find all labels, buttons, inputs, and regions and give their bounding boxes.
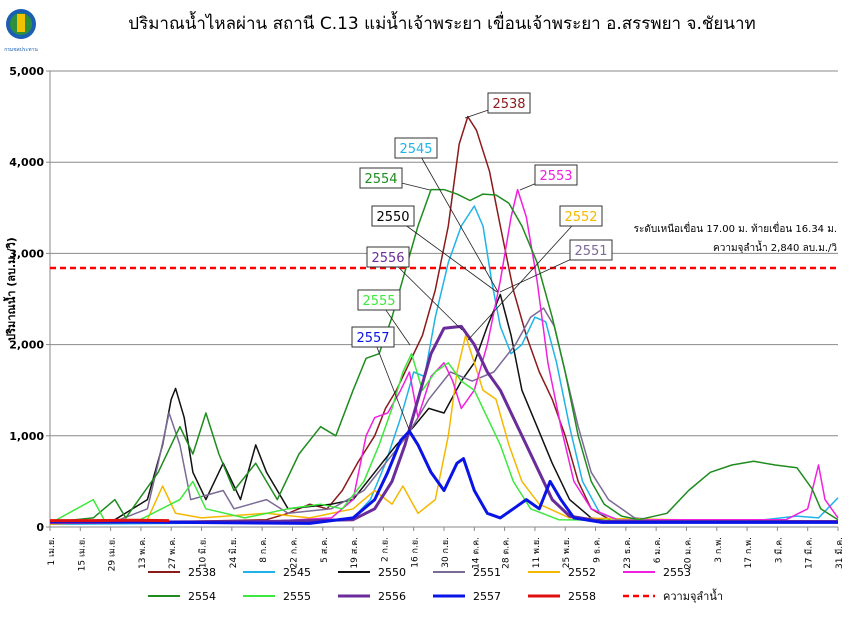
x-tick-label: 10 มิ.ย. bbox=[198, 537, 209, 568]
logo-emblem-icon: กรมชลประทาน bbox=[4, 9, 38, 53]
y-tick-label: 5,000 bbox=[9, 65, 44, 78]
x-tick-label: 17 มี.ค. bbox=[804, 537, 815, 569]
water-level-text: ระดับเหนือเขื่อน 17.00 ม. ท้ายเขื่อน 16.… bbox=[633, 224, 837, 235]
x-tick-label: 15 เม.ย. bbox=[77, 537, 87, 571]
x-tick-label: 9 ธ.ค. bbox=[593, 537, 603, 563]
legend-label: 2558 bbox=[568, 590, 596, 603]
royal-irrigation-department-logo: กรมชลประทาน bbox=[4, 4, 38, 56]
x-tick-label: 8 ก.ค. bbox=[259, 537, 269, 563]
callout-label-2554: 2554 bbox=[364, 172, 397, 187]
legend-label: 2552 bbox=[568, 566, 596, 579]
x-tick-label: 24 มิ.ย. bbox=[228, 537, 239, 568]
legend-label: 2551 bbox=[473, 566, 501, 579]
series-line-2552 bbox=[49, 334, 839, 526]
x-tick-label: 13 พ.ค. bbox=[138, 537, 148, 569]
y-tick-label: 4,000 bbox=[9, 156, 44, 169]
series-line-2556 bbox=[49, 324, 838, 524]
callout-box-2556 bbox=[366, 246, 410, 268]
callout-leader-2556 bbox=[387, 256, 463, 331]
x-tick-label: 28 ต.ค. bbox=[502, 537, 512, 569]
callout-box-2555 bbox=[357, 289, 401, 311]
series-line-2555 bbox=[49, 352, 839, 525]
callout-label-2552: 2552 bbox=[564, 210, 597, 225]
x-tick-label: 2 ก.ย. bbox=[380, 537, 390, 562]
y-tick-label: 1,000 bbox=[9, 430, 44, 443]
x-tick-label: 3 มี.ค. bbox=[773, 537, 784, 563]
callout-label-2555: 2555 bbox=[362, 294, 395, 309]
callout-leader-2552 bbox=[467, 215, 582, 341]
callout-leader-2545 bbox=[415, 147, 499, 293]
callout-leader-2557 bbox=[372, 336, 411, 433]
legend-label: 2554 bbox=[188, 590, 216, 603]
capacity-annotation: ระดับเหนือเขื่อน 17.00 ม. ท้ายเขื่อน 16.… bbox=[612, 220, 837, 258]
y-tick-label: 2,000 bbox=[9, 339, 44, 352]
x-tick-label: 19 ส.ค. bbox=[350, 537, 360, 569]
chart-title: ปริมาณน้ำไหลผ่าน สถานี C.13 แม่น้ำเจ้าพร… bbox=[128, 14, 756, 34]
x-tick-label: 1 เม.ย. bbox=[47, 537, 57, 566]
legend-label: 2556 bbox=[378, 590, 406, 603]
callout-box-2545 bbox=[394, 137, 438, 159]
callout-box-2553 bbox=[534, 164, 578, 186]
series-line-2538 bbox=[49, 115, 838, 524]
y-tick-label: 0 bbox=[36, 521, 44, 534]
callout-label-2557: 2557 bbox=[356, 331, 389, 346]
x-tick-label: 17 ก.พ. bbox=[744, 537, 754, 568]
callout-leader-2550 bbox=[392, 215, 498, 293]
callout-label-2553: 2553 bbox=[539, 169, 572, 184]
legend-label: 2557 bbox=[473, 590, 501, 603]
x-tick-label: 14 ต.ค. bbox=[471, 537, 481, 569]
callout-box-2538 bbox=[487, 92, 531, 114]
callout-label-2551: 2551 bbox=[574, 244, 607, 259]
callout-box-2552 bbox=[559, 205, 603, 227]
legend-label: 2555 bbox=[283, 590, 311, 603]
legend-label: 2538 bbox=[188, 566, 216, 579]
x-tick-label: 23 ธ.ค. bbox=[623, 537, 633, 569]
x-tick-label: 3 ก.พ. bbox=[714, 537, 724, 563]
x-tick-label: 20 ม.ค. bbox=[683, 537, 693, 569]
capacity-text: ความจุลำน้ำ 2,840 ลบ.ม./วิ bbox=[713, 243, 837, 254]
x-tick-label: 11 พ.ย. bbox=[532, 537, 542, 568]
series-line-2557 bbox=[49, 429, 838, 525]
x-tick-label: 6 ม.ค. bbox=[653, 537, 663, 563]
callout-box-2554 bbox=[359, 167, 403, 189]
x-tick-label: 30 ก.ย. bbox=[441, 537, 451, 568]
callout-box-2550 bbox=[371, 205, 415, 227]
x-tick-label: 16 ก.ย. bbox=[411, 537, 421, 568]
legend-label: 2550 bbox=[378, 566, 406, 579]
legend-label: ความจุลำน้ำ bbox=[663, 588, 723, 603]
x-tick-label: 29 เม.ย. bbox=[108, 537, 118, 571]
legend-label: 2553 bbox=[663, 566, 691, 579]
legend-label: 2545 bbox=[283, 566, 311, 579]
series-line-2554 bbox=[49, 188, 839, 524]
x-tick-label: 25 พ.ย. bbox=[562, 537, 572, 568]
callout-label-2556: 2556 bbox=[371, 251, 404, 266]
y-tick-label: 3,000 bbox=[9, 247, 44, 260]
callout-box-2557 bbox=[351, 326, 395, 348]
callout-box-2551 bbox=[569, 239, 613, 261]
series-line-2553 bbox=[49, 188, 839, 525]
svg-text:กรมชลประทาน: กรมชลประทาน bbox=[4, 47, 38, 53]
x-tick-label: 27 พ.ค. bbox=[168, 537, 178, 569]
x-tick-label: 22 ก.ค. bbox=[289, 537, 299, 569]
x-tick-label: 31 มี.ค. bbox=[834, 537, 845, 569]
series-line-2550 bbox=[49, 293, 838, 523]
callout-label-2538: 2538 bbox=[492, 97, 525, 112]
x-tick-label: 5 ส.ค. bbox=[320, 537, 330, 563]
callout-label-2545: 2545 bbox=[399, 142, 432, 157]
callout-label-2550: 2550 bbox=[376, 210, 409, 225]
